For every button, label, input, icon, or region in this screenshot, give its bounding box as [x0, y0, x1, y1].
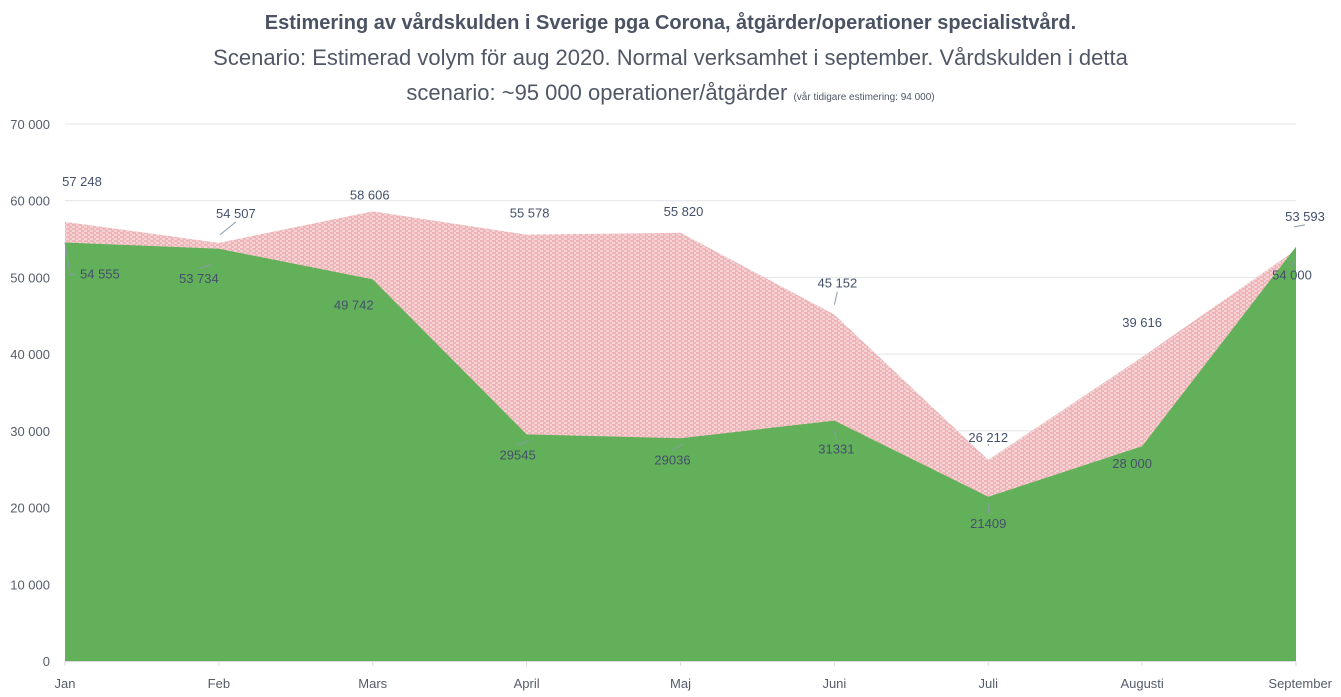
- data-label-normal: 55 820: [664, 204, 704, 219]
- data-label-actual: 49 742: [334, 297, 374, 312]
- subtitle-main: scenario: ~95 000 operationer/åtgärder: [406, 80, 788, 105]
- x-tick-label: Jan: [55, 676, 76, 691]
- x-tick-label: Augusti: [1120, 676, 1163, 691]
- data-label-normal: 57 248: [62, 174, 102, 189]
- y-tick-label: 30 000: [10, 424, 50, 439]
- subtitle-note: (vår tidigare estimering: 94 000): [793, 92, 935, 103]
- y-tick-label: 60 000: [10, 194, 50, 209]
- data-label-normal: 58 606: [350, 187, 390, 202]
- leader-line: [198, 264, 212, 270]
- leader-line: [987, 502, 990, 514]
- x-tick-label: April: [514, 676, 540, 691]
- data-label-actual: 31331: [818, 442, 854, 457]
- leader-line: [1291, 258, 1295, 266]
- y-tick-label: 40 000: [10, 347, 50, 362]
- chart-subtitle-line2: scenario: ~95 000 operationer/åtgärder (…: [0, 80, 1341, 106]
- leader-line: [64, 242, 75, 275]
- data-label-actual: 53 734: [179, 271, 219, 286]
- data-label-normal: 45 152: [817, 276, 857, 291]
- data-label-normal: 53 593: [1285, 209, 1325, 224]
- x-tick-label: Maj: [670, 676, 691, 691]
- y-tick-label: 70 000: [10, 117, 50, 132]
- x-tick-label: Juli: [978, 676, 998, 691]
- y-tick-label: 10 000: [10, 577, 50, 592]
- x-tick-label: Feb: [208, 676, 230, 691]
- leader-line: [672, 443, 683, 451]
- area-actual-volume: [65, 242, 1296, 661]
- data-label-normal: 26 212: [968, 430, 1008, 445]
- x-tick-label: September: [1268, 676, 1332, 691]
- x-tick-label: Juni: [822, 676, 846, 691]
- y-tick-label: 50 000: [10, 270, 50, 285]
- leader-line: [1293, 224, 1306, 228]
- y-tick-label: 20 000: [10, 501, 50, 516]
- x-tick-label: Mars: [358, 676, 387, 691]
- y-tick-label: 0: [43, 654, 50, 669]
- leader-line: [517, 439, 529, 446]
- data-label-actual: 21409: [970, 516, 1006, 531]
- data-label-actual: 28 000: [1112, 456, 1152, 471]
- chart-subtitle-line1: Scenario: Estimerad volym för aug 2020. …: [213, 45, 1128, 70]
- data-label-actual: 54 000: [1272, 268, 1312, 283]
- chart-title: Estimering av vårdskulden i Sverige pga …: [264, 12, 1077, 34]
- data-label-normal: 55 578: [510, 206, 550, 221]
- data-label-normal: 54 507: [216, 206, 256, 221]
- data-label-actual: 29036: [654, 452, 690, 467]
- leader-line: [833, 291, 838, 305]
- data-label-normal: 39 616: [1122, 315, 1162, 330]
- data-label-actual: 54 555: [80, 266, 120, 281]
- leader-line: [833, 430, 837, 440]
- leader-line: [219, 221, 237, 236]
- data-label-actual: 29545: [500, 447, 536, 462]
